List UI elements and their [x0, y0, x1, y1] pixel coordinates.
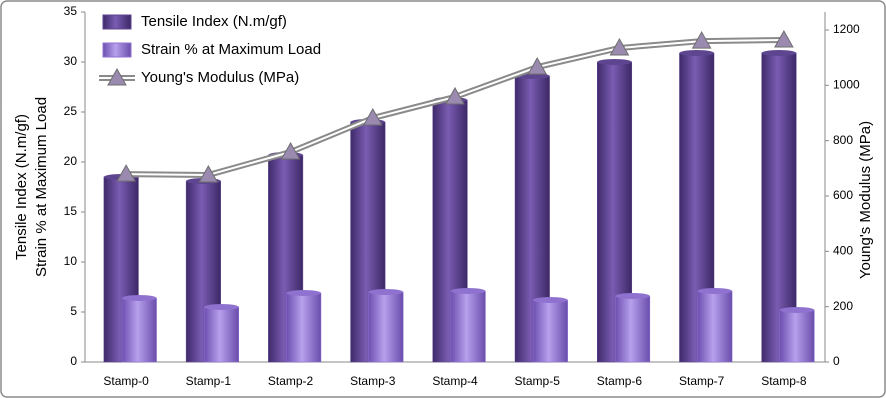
marker — [609, 37, 630, 56]
y2-tick-label: 1000 — [833, 78, 860, 92]
y-axis-label: Strain % at Maximum Load — [33, 97, 50, 277]
x-tick-label: Stamp-7 — [679, 374, 725, 388]
legend-swatch — [102, 42, 132, 58]
bar — [203, 306, 240, 363]
bar-cap — [779, 307, 815, 313]
bar — [697, 290, 733, 363]
bar-cap — [533, 297, 568, 303]
legend-label: Strain % at Maximum Load — [141, 41, 321, 58]
bar-cap — [204, 304, 239, 310]
y2-tick-label: 0 — [833, 354, 840, 368]
bar-cap — [286, 290, 321, 296]
marker — [362, 107, 383, 126]
legend-label: Young's Modulus (MPa) — [141, 69, 299, 86]
bar — [450, 290, 486, 363]
marker — [445, 86, 465, 105]
x-tick-label: Stamp-6 — [597, 374, 643, 388]
y-axis-label: Tensile Index (N.m/gf) — [13, 114, 30, 260]
y-tick-label: 15 — [64, 204, 78, 218]
bar-cap — [122, 295, 157, 301]
bar — [779, 309, 815, 363]
x-tick-label: Stamp-5 — [515, 374, 561, 388]
y-tick-label: 30 — [64, 54, 78, 68]
x-tick-label: Stamp-3 — [350, 374, 396, 388]
bar-cap — [368, 289, 404, 295]
bar-cap — [450, 288, 486, 294]
bar-cap — [697, 288, 733, 294]
legend-swatch — [102, 14, 132, 30]
marker — [280, 141, 301, 160]
legend-label: Tensile Index (N.m/gf) — [141, 13, 287, 30]
marker — [116, 164, 136, 182]
x-tick-label: Stamp-4 — [432, 374, 478, 388]
y2-tick-label: 800 — [833, 133, 853, 147]
marker — [527, 57, 548, 75]
marker — [774, 29, 794, 48]
bar — [286, 292, 322, 363]
bar — [121, 297, 157, 363]
y-tick-label: 35 — [64, 4, 78, 18]
x-tick-label: Stamp-0 — [103, 374, 149, 388]
x-tick-label: Stamp-8 — [761, 374, 807, 388]
y2-tick-label: 600 — [833, 188, 853, 202]
x-tick-label: Stamp-2 — [268, 374, 314, 388]
y2-axis-label: Young's Modulus (MPa) — [857, 121, 874, 279]
y-tick-label: 5 — [70, 304, 77, 318]
y-tick-label: 20 — [64, 154, 78, 168]
y2-tick-label: 400 — [833, 244, 853, 258]
y-tick-label: 10 — [64, 254, 78, 268]
x-tick-label: Stamp-1 — [186, 374, 232, 388]
y-tick-label: 0 — [70, 354, 77, 368]
y2-tick-label: 200 — [833, 299, 853, 313]
y-tick-label: 25 — [64, 104, 78, 118]
marker — [198, 164, 219, 183]
bar — [615, 295, 651, 363]
bar-cap — [679, 50, 714, 56]
bar-cap — [597, 59, 632, 65]
bar — [532, 299, 568, 363]
bar-cap — [615, 293, 650, 299]
marker — [691, 31, 712, 49]
legend-swatch — [107, 67, 127, 86]
bar — [368, 291, 404, 363]
y2-tick-label: 1200 — [833, 22, 860, 36]
bar-cap — [761, 50, 797, 56]
